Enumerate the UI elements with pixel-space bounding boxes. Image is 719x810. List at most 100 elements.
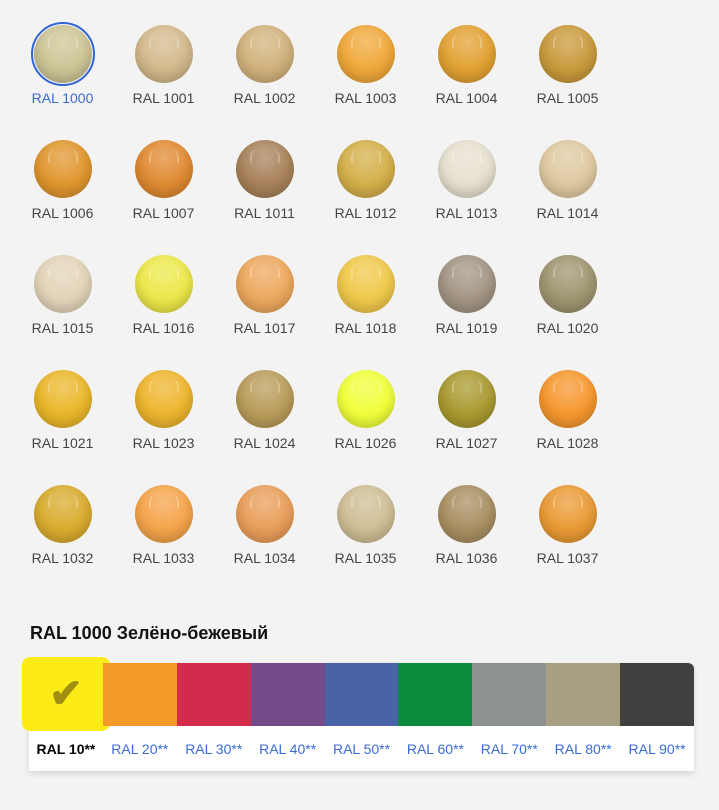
swatch-ring xyxy=(31,252,95,316)
swatch-label: RAL 1017 xyxy=(233,320,296,336)
color-sphere xyxy=(33,485,92,543)
group-label: RAL 30** xyxy=(185,740,243,757)
color-swatch-ral-1000[interactable]: RAL 1000 xyxy=(12,22,113,137)
color-swatch-ral-1007[interactable]: RAL 1007 xyxy=(113,137,214,252)
swatch-ring xyxy=(435,482,499,546)
color-sphere xyxy=(336,370,395,428)
tab-ral-80[interactable]: RAL 80** xyxy=(546,663,621,771)
color-swatch-ral-1001[interactable]: RAL 1001 xyxy=(113,22,214,137)
color-swatch-ral-1017[interactable]: RAL 1017 xyxy=(214,252,315,367)
tab-ral-90[interactable]: RAL 90** xyxy=(620,663,695,771)
swatch-ring xyxy=(31,367,95,431)
group-color-tile xyxy=(472,663,547,726)
swatch-label: RAL 1033 xyxy=(132,550,195,566)
color-swatch-ral-1027[interactable]: RAL 1027 xyxy=(416,367,517,482)
group-label: RAL 20** xyxy=(111,740,169,757)
color-swatch-ral-1034[interactable]: RAL 1034 xyxy=(214,482,315,597)
swatch-ring xyxy=(536,137,600,201)
swatch-label: RAL 1006 xyxy=(31,205,94,221)
swatch-ring xyxy=(334,22,398,86)
color-swatch-ral-1006[interactable]: RAL 1006 xyxy=(12,137,113,252)
swatch-ring xyxy=(536,482,600,546)
tab-ral-50[interactable]: RAL 50** xyxy=(324,663,399,771)
swatch-ring xyxy=(132,22,196,86)
color-swatch-ral-1012[interactable]: RAL 1012 xyxy=(315,137,416,252)
color-swatch-grid: RAL 1000 RAL 1001 RAL 1002 RAL 1003 RAL 1004… xyxy=(12,22,632,597)
swatch-label: RAL 1004 xyxy=(435,90,498,106)
group-color-tile: ✔ xyxy=(22,657,110,731)
group-label: RAL 10** xyxy=(36,740,96,757)
color-sphere xyxy=(437,255,496,313)
swatch-label: RAL 1035 xyxy=(334,550,397,566)
color-sphere xyxy=(437,485,496,543)
group-label: RAL 70** xyxy=(480,740,538,757)
swatch-ring xyxy=(233,22,297,86)
group-color-tile xyxy=(546,663,621,726)
group-label: RAL 90** xyxy=(628,740,686,757)
color-group-tabs: ✔ RAL 10** RAL 20** RAL 30** RAL 40** RAL 50*… xyxy=(22,657,695,771)
swatch-label: RAL 1001 xyxy=(132,90,195,106)
color-swatch-ral-1032[interactable]: RAL 1032 xyxy=(12,482,113,597)
swatch-ring xyxy=(536,252,600,316)
swatch-ring xyxy=(334,482,398,546)
color-swatch-ral-1033[interactable]: RAL 1033 xyxy=(113,482,214,597)
color-sphere xyxy=(336,140,395,198)
swatch-ring xyxy=(132,252,196,316)
tab-ral-60[interactable]: RAL 60** xyxy=(398,663,473,771)
color-swatch-ral-1005[interactable]: RAL 1005 xyxy=(517,22,618,137)
swatch-ring xyxy=(334,252,398,316)
color-swatch-ral-1021[interactable]: RAL 1021 xyxy=(12,367,113,482)
color-swatch-ral-1015[interactable]: RAL 1015 xyxy=(12,252,113,367)
color-swatch-ral-1023[interactable]: RAL 1023 xyxy=(113,367,214,482)
swatch-label: RAL 1032 xyxy=(31,550,94,566)
color-sphere xyxy=(235,140,294,198)
color-sphere xyxy=(134,485,193,543)
color-swatch-ral-1035[interactable]: RAL 1035 xyxy=(315,482,416,597)
tab-ral-40[interactable]: RAL 40** xyxy=(250,663,325,771)
swatch-ring xyxy=(132,367,196,431)
color-sphere xyxy=(235,25,294,83)
group-label: RAL 50** xyxy=(332,740,391,757)
swatch-ring xyxy=(233,137,297,201)
swatch-ring xyxy=(536,22,600,86)
swatch-label: RAL 1020 xyxy=(536,320,599,336)
tab-ral-70[interactable]: RAL 70** xyxy=(472,663,547,771)
swatch-label: RAL 1002 xyxy=(233,90,296,106)
swatch-label: RAL 1015 xyxy=(31,320,94,336)
color-swatch-ral-1037[interactable]: RAL 1037 xyxy=(517,482,618,597)
tab-ral-10[interactable]: ✔ RAL 10** xyxy=(22,657,110,771)
swatch-label: RAL 1019 xyxy=(435,320,498,336)
color-swatch-ral-1018[interactable]: RAL 1018 xyxy=(315,252,416,367)
swatch-label: RAL 1023 xyxy=(132,435,195,451)
color-sphere xyxy=(538,140,597,198)
color-swatch-ral-1024[interactable]: RAL 1024 xyxy=(214,367,315,482)
color-sphere xyxy=(134,255,193,313)
group-color-tile xyxy=(102,663,177,726)
color-swatch-ral-1016[interactable]: RAL 1016 xyxy=(113,252,214,367)
group-color-tile xyxy=(620,663,695,726)
swatch-ring xyxy=(233,367,297,431)
color-sphere xyxy=(235,370,294,428)
color-swatch-ral-1003[interactable]: RAL 1003 xyxy=(315,22,416,137)
tab-ral-20[interactable]: RAL 20** xyxy=(102,663,177,771)
tab-ral-30[interactable]: RAL 30** xyxy=(176,663,251,771)
swatch-ring xyxy=(233,482,297,546)
swatch-label: RAL 1005 xyxy=(536,90,599,106)
color-swatch-ral-1019[interactable]: RAL 1019 xyxy=(416,252,517,367)
swatch-ring xyxy=(334,367,398,431)
color-swatch-ral-1028[interactable]: RAL 1028 xyxy=(517,367,618,482)
swatch-ring xyxy=(30,22,95,86)
swatch-ring xyxy=(435,367,499,431)
swatch-label: RAL 1007 xyxy=(132,205,195,221)
color-sphere xyxy=(538,25,597,83)
color-swatch-ral-1026[interactable]: RAL 1026 xyxy=(315,367,416,482)
color-swatch-ral-1013[interactable]: RAL 1013 xyxy=(416,137,517,252)
color-swatch-ral-1004[interactable]: RAL 1004 xyxy=(416,22,517,137)
color-swatch-ral-1020[interactable]: RAL 1020 xyxy=(517,252,618,367)
color-sphere xyxy=(538,255,597,313)
color-swatch-ral-1011[interactable]: RAL 1011 xyxy=(214,137,315,252)
swatch-ring xyxy=(31,137,95,201)
color-swatch-ral-1014[interactable]: RAL 1014 xyxy=(517,137,618,252)
color-swatch-ral-1002[interactable]: RAL 1002 xyxy=(214,22,315,137)
color-swatch-ral-1036[interactable]: RAL 1036 xyxy=(416,482,517,597)
